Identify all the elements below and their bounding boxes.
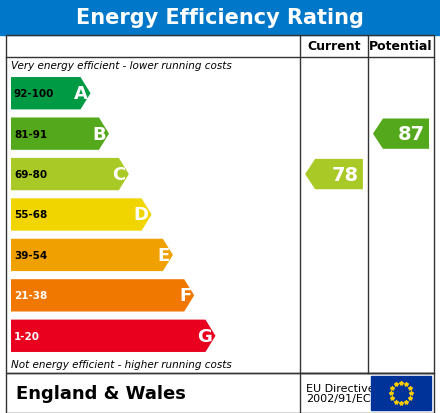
Text: Energy Efficiency Rating: Energy Efficiency Rating	[76, 8, 364, 28]
Text: 78: 78	[332, 165, 359, 184]
Text: 21-38: 21-38	[14, 291, 47, 301]
Bar	[6, 373, 434, 413]
Polygon shape	[11, 320, 216, 352]
Bar	[6, 36, 434, 373]
Text: 55-68: 55-68	[14, 210, 47, 220]
Text: D: D	[134, 206, 149, 224]
Text: 1-20: 1-20	[14, 331, 40, 341]
Text: F: F	[179, 287, 191, 305]
Polygon shape	[11, 159, 129, 191]
Text: Very energy efficient - lower running costs: Very energy efficient - lower running co…	[11, 61, 232, 71]
Text: EU Directive: EU Directive	[306, 383, 374, 393]
Text: Potential: Potential	[369, 40, 433, 53]
Text: England & Wales: England & Wales	[16, 384, 186, 402]
Polygon shape	[305, 159, 363, 190]
Text: Current: Current	[307, 40, 361, 53]
Text: E: E	[158, 246, 170, 264]
Text: C: C	[113, 166, 126, 184]
Polygon shape	[11, 78, 91, 110]
Polygon shape	[11, 280, 194, 312]
Text: 39-54: 39-54	[14, 250, 47, 260]
Polygon shape	[11, 199, 151, 231]
Text: 81-91: 81-91	[14, 129, 47, 139]
Text: 2002/91/EC: 2002/91/EC	[306, 393, 370, 403]
Polygon shape	[373, 119, 429, 150]
Text: Not energy efficient - higher running costs: Not energy efficient - higher running co…	[11, 360, 232, 370]
Polygon shape	[11, 118, 109, 150]
Text: G: G	[198, 327, 213, 345]
Text: A: A	[73, 85, 88, 103]
Bar	[371, 376, 431, 410]
Text: B: B	[92, 125, 106, 143]
Bar	[0, 0, 440, 36]
Text: 87: 87	[398, 125, 425, 144]
Text: 92-100: 92-100	[14, 89, 55, 99]
Text: 69-80: 69-80	[14, 170, 47, 180]
Polygon shape	[11, 239, 173, 271]
